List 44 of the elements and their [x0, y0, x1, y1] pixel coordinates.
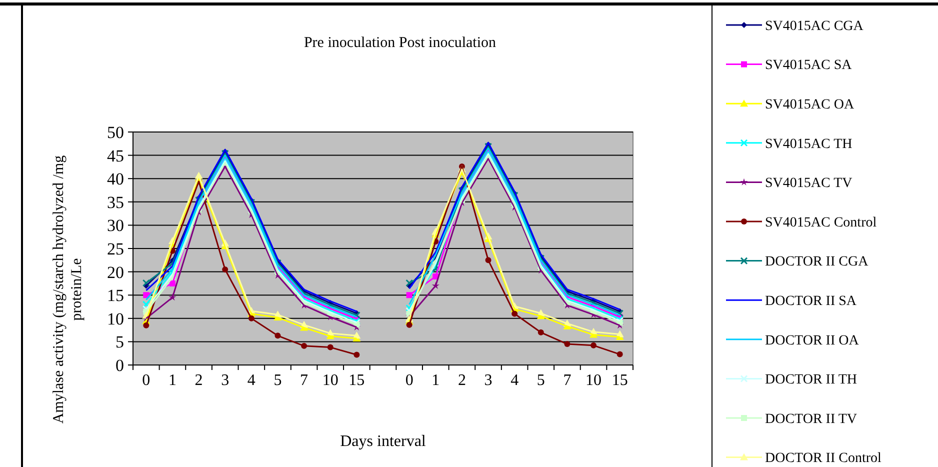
legend-label: DOCTOR II OA: [765, 333, 860, 348]
legend-label: DOCTOR II Control: [765, 451, 882, 466]
x-tick-label: 4: [247, 372, 256, 389]
y-axis-title: Amylase activity (mg/starch hydrolyzed /mg protein/Le: [51, 154, 85, 424]
x-tick-label: 7: [300, 372, 308, 389]
x-tick-label: 2: [458, 372, 466, 389]
x-tick-label: 5: [536, 372, 545, 389]
legend-label: SV4015AC OA: [765, 98, 855, 112]
legend-label: DOCTOR II TV: [765, 412, 858, 427]
y-tick-label: 50: [107, 122, 124, 142]
y-tick-label: 15: [107, 286, 124, 306]
x-tick-label: 7: [563, 372, 572, 389]
x-tick-label: 3: [484, 372, 492, 389]
chart-title: Pre inoculation Post inoculation: [304, 35, 497, 51]
legend-label: DOCTOR II TH: [765, 372, 858, 388]
legend-label: DOCTOR II SA: [765, 294, 858, 309]
y-tick-label: 25: [107, 239, 124, 258]
legend-label: SV4015AC CGA: [765, 18, 864, 34]
legend-label: SV4015AC SA: [765, 58, 853, 74]
y-tick-label: 0: [116, 356, 124, 375]
y-tick-label: 10: [107, 309, 124, 328]
x-axis-title: Days interval: [340, 433, 426, 450]
legend-label: SV4015AC TH: [765, 136, 852, 152]
y-tick-label: 35: [107, 192, 124, 212]
y-tick-label: 30: [107, 216, 124, 236]
legend-label: SV4015AC TV: [765, 176, 852, 192]
x-tick-label: 1: [432, 372, 440, 389]
x-tick-label: 2: [194, 372, 203, 389]
legend-label: DOCTOR II CGA: [765, 254, 870, 270]
x-tick-label: 15: [612, 372, 628, 389]
x-tick-label: 0: [405, 372, 414, 389]
x-tick-label: 15: [348, 372, 365, 389]
x-tick-label: 4: [510, 372, 519, 389]
legend-label: SV4015AC Control: [765, 215, 877, 230]
x-tick-label: 3: [221, 372, 230, 389]
y-tick-label: 20: [107, 262, 124, 282]
x-tick-label: 10: [322, 372, 338, 389]
y-tick-label: 5: [116, 332, 124, 352]
y-tick-label: 40: [107, 170, 124, 189]
x-tick-label: 10: [586, 372, 602, 389]
x-tick-label: 5: [274, 372, 282, 389]
x-tick-label: 1: [168, 372, 176, 389]
y-tick-label: 45: [107, 146, 124, 166]
x-tick-label: 0: [142, 372, 150, 389]
